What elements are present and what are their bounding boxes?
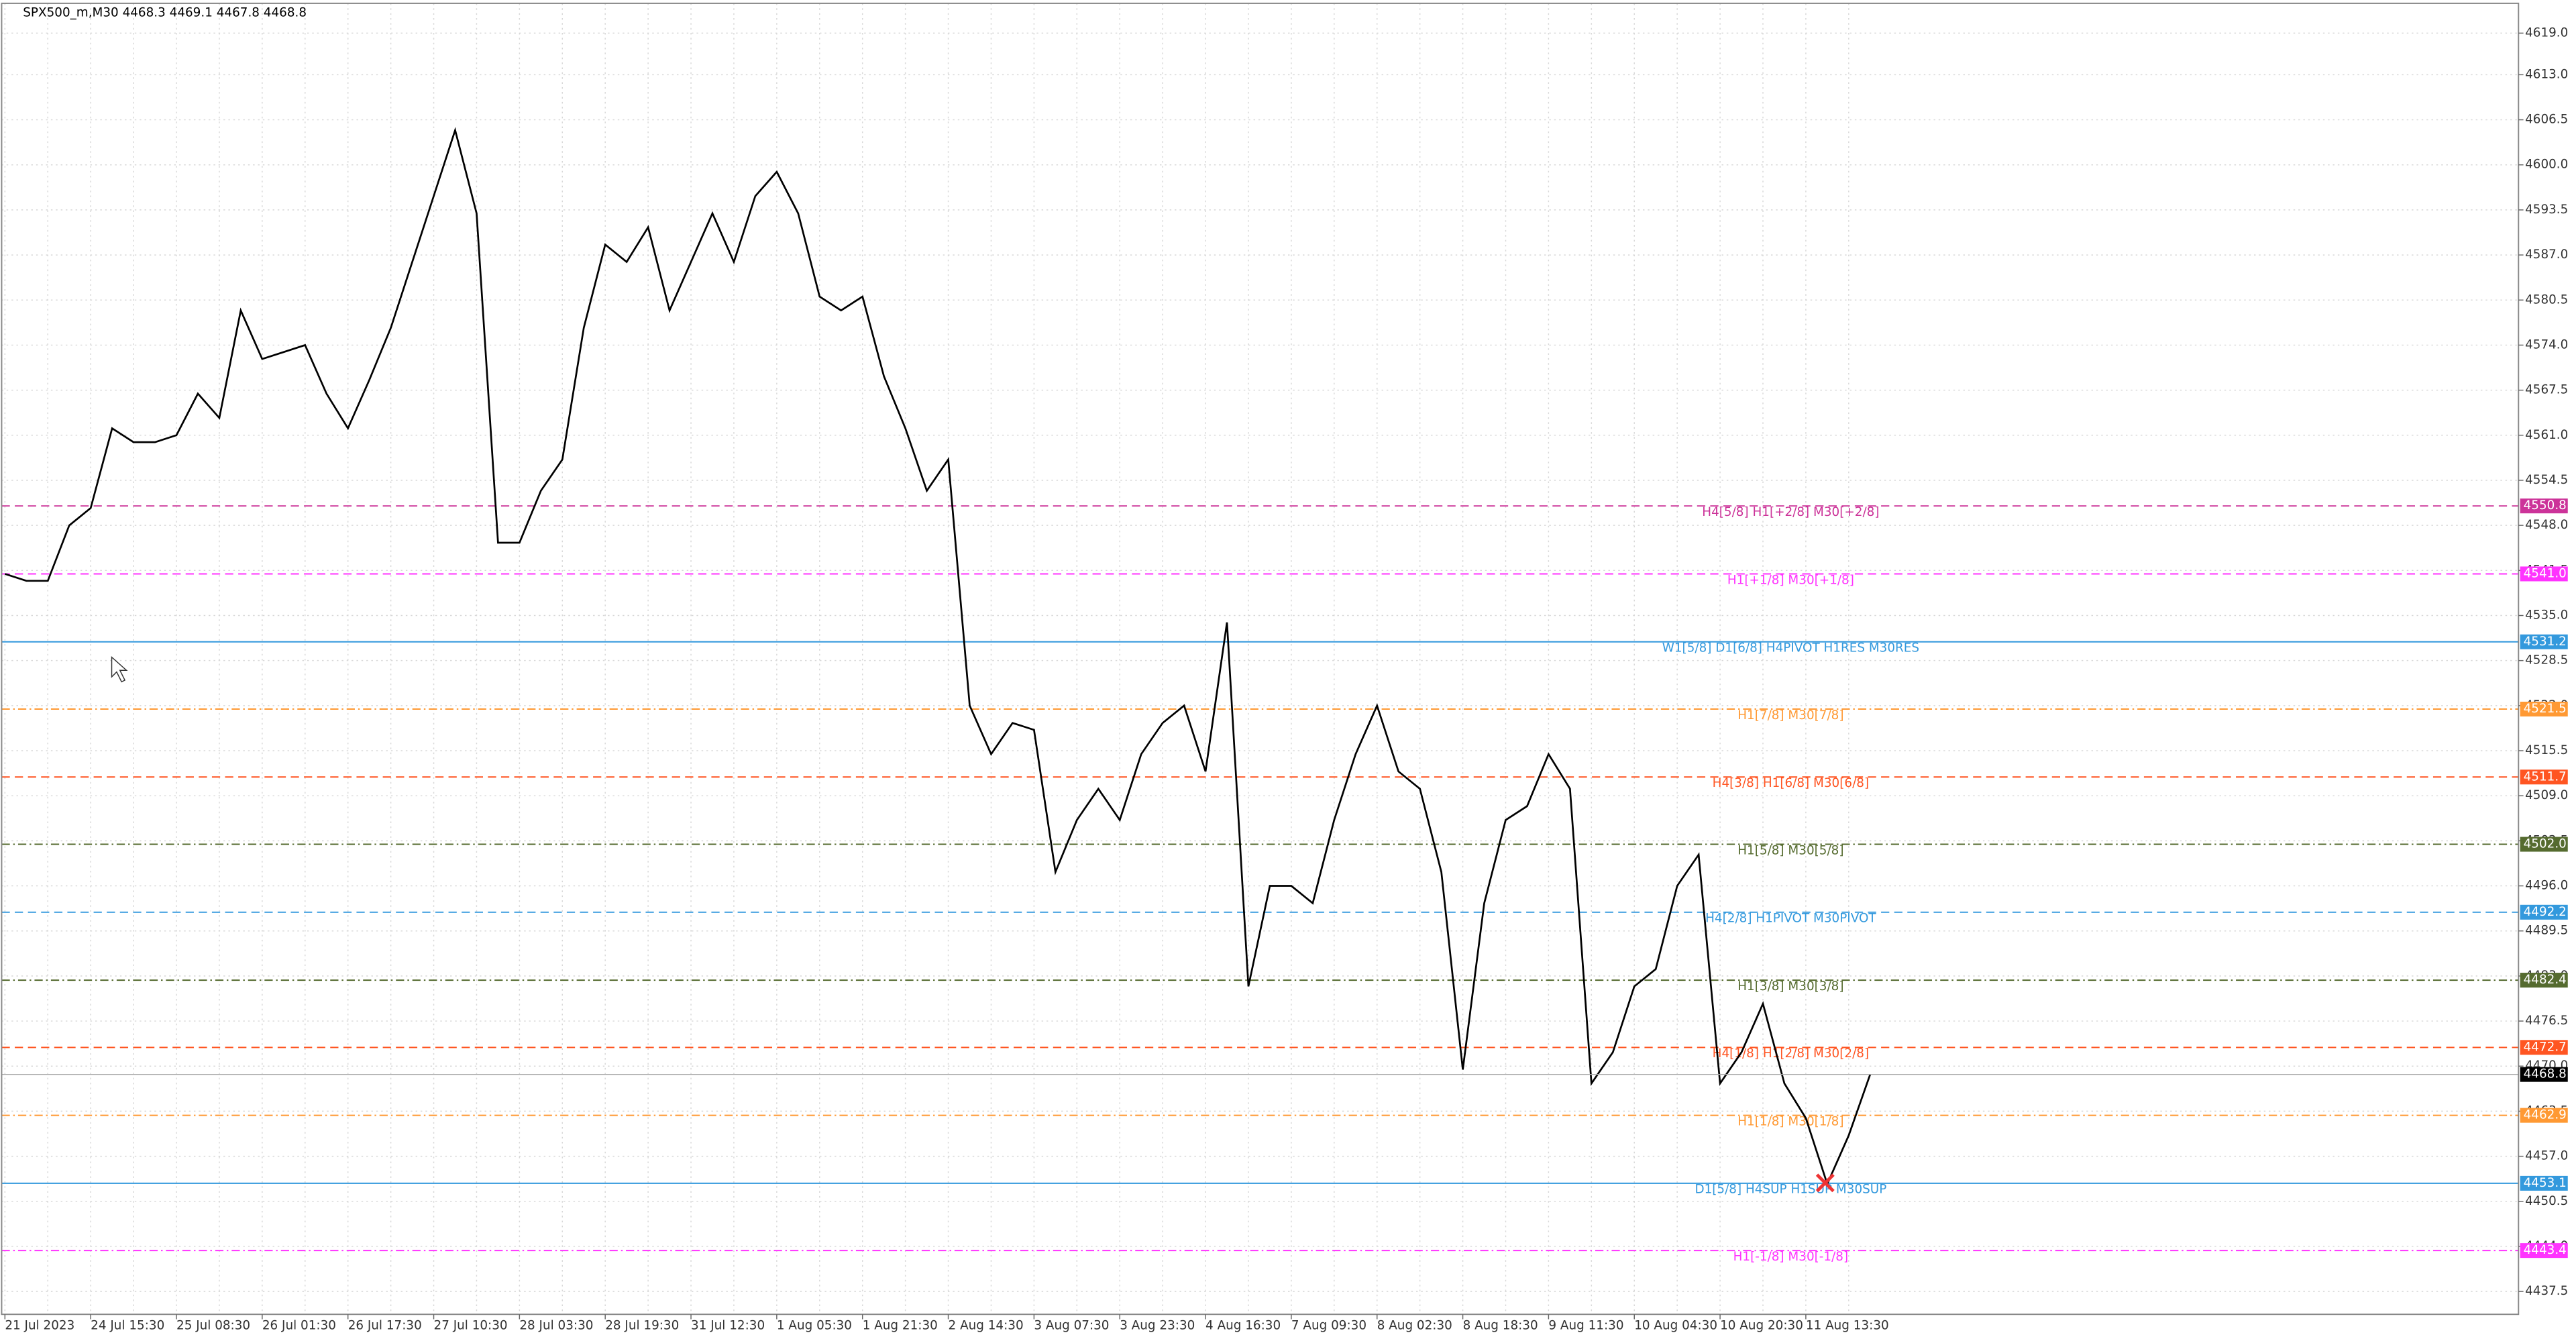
x-tick-label: 26 Jul 17:30 <box>348 1318 422 1332</box>
x-tick-label: 26 Jul 01:30 <box>262 1318 336 1332</box>
y-tick-label: 4574.0 <box>2525 337 2568 352</box>
x-tick-label: 3 Aug 23:30 <box>1120 1318 1195 1332</box>
y-tick-label: 4561.0 <box>2525 428 2568 442</box>
price-tag-label: 4511.7 <box>2524 769 2567 784</box>
price-tag-label: 4472.7 <box>2524 1040 2567 1054</box>
price-tag-label: 4531.2 <box>2524 635 2567 649</box>
price-tag-label: 4492.2 <box>2524 905 2567 919</box>
level-label: W1[5/8] D1[6/8] H4PIVOT H1RES M30RES <box>1662 641 1919 655</box>
price-tag <box>2520 1175 2568 1191</box>
level-label: H1[+1/8] M30[+1/8] <box>1727 573 1854 587</box>
level-label: H1[5/8] M30[5/8] <box>1737 843 1843 857</box>
level-label: D1[5/8] H4SUP H1SUP M30SUP <box>1695 1183 1886 1197</box>
x-tick-label: 8 Aug 02:30 <box>1377 1318 1452 1332</box>
chart-title: SPX500_m,M30 4468.3 4469.1 4467.8 4468.8 <box>23 6 307 20</box>
y-tick-label: 4548.0 <box>2525 518 2568 532</box>
y-tick-label: 4528.5 <box>2525 653 2568 667</box>
x-tick-label: 21 Jul 2023 <box>5 1318 74 1332</box>
x-tick-label: 10 Aug 20:30 <box>1720 1318 1803 1332</box>
x-tick-label: 24 Jul 15:30 <box>91 1318 164 1332</box>
y-tick-label: 4619.0 <box>2525 25 2568 40</box>
x-tick-label: 7 Aug 09:30 <box>1291 1318 1366 1332</box>
price-tag-label: 4462.9 <box>2524 1108 2567 1122</box>
x-tick-label: 9 Aug 11:30 <box>1548 1318 1623 1332</box>
level-label: H1[7/8] M30[7/8] <box>1737 708 1843 722</box>
price-tag <box>2520 566 2568 582</box>
price-tag-label: 4541.0 <box>2524 566 2567 580</box>
y-tick-label: 4554.5 <box>2525 473 2568 487</box>
last-price-tag <box>2520 1067 2568 1082</box>
x-tick-label: 28 Jul 19:30 <box>605 1318 679 1332</box>
x-tick-label: 10 Aug 04:30 <box>1634 1318 1717 1332</box>
x-tick-label: 1 Aug 05:30 <box>777 1318 852 1332</box>
x-tick-label: 3 Aug 07:30 <box>1034 1318 1109 1332</box>
level-label: H4[5/8] H1[+2/8] M30[+2/8] <box>1702 505 1879 519</box>
y-tick-label: 4606.5 <box>2525 113 2568 127</box>
y-tick-label: 4535.0 <box>2525 608 2568 622</box>
y-tick-label: 4476.5 <box>2525 1014 2568 1028</box>
price-tag-label: 4482.4 <box>2524 973 2567 987</box>
last-price-label: 4468.8 <box>2524 1067 2567 1081</box>
level-label: H4[3/8] H1[6/8] M30[6/8] <box>1713 776 1869 790</box>
x-tick-label: 28 Jul 03:30 <box>519 1318 593 1332</box>
marker <box>1815 1173 1835 1193</box>
levels: H4[5/8] H1[+2/8] M30[+2/8] H1[+1/8] M30[+… <box>1 505 2519 1264</box>
x-tick-label: 8 Aug 18:30 <box>1463 1318 1538 1332</box>
price-tag <box>2520 769 2568 785</box>
y-tick-label: 4509.0 <box>2525 788 2568 802</box>
level-label: H1[-1/8] M30[-1/8] <box>1733 1250 1849 1264</box>
x-tick-label: 4 Aug 16:30 <box>1205 1318 1281 1332</box>
price-tag-label: 4453.1 <box>2524 1176 2567 1190</box>
price-tag <box>2520 904 2568 920</box>
plot <box>1 127 2519 1187</box>
y-tick-label: 4437.5 <box>2525 1284 2568 1298</box>
x-tick-label: 1 Aug 21:30 <box>863 1318 938 1332</box>
x-tick-label: 25 Jul 08:30 <box>176 1318 250 1332</box>
level-label: H4[1/8] H1[2/8] M30[2/8] <box>1713 1047 1869 1061</box>
x-tick-label: 27 Jul 10:30 <box>434 1318 508 1332</box>
grid <box>1 3 2519 1315</box>
price-tag <box>2520 1108 2568 1123</box>
y-tick-label: 4567.5 <box>2525 383 2568 397</box>
price-tag-label: 4443.4 <box>2524 1243 2567 1257</box>
level-label: H4[2/8] H1PIVOT M30PIVOT <box>1705 912 1876 926</box>
y-tick-label: 4450.5 <box>2525 1194 2568 1208</box>
level-label: H1[3/8] M30[3/8] <box>1737 979 1843 994</box>
y-tick-label: 4496.0 <box>2525 879 2568 893</box>
cursor <box>111 655 128 683</box>
price-tag-label: 4502.0 <box>2524 837 2567 851</box>
price-tag <box>2520 634 2568 649</box>
plot-frame <box>1 2 2520 1316</box>
price-tag <box>2520 1243 2568 1258</box>
price-tag-label: 4521.5 <box>2524 702 2567 716</box>
y-tick-label: 4489.5 <box>2525 924 2568 938</box>
price-line <box>4 127 1872 1187</box>
y-tick-label: 4613.0 <box>2525 67 2568 81</box>
price-tag <box>2520 973 2568 988</box>
y-tick-label: 4600.0 <box>2525 158 2568 172</box>
price-tag <box>2520 837 2568 852</box>
y-tick-label: 4515.5 <box>2525 743 2568 757</box>
price-tag <box>2520 498 2568 514</box>
y-tick-label: 4593.5 <box>2525 203 2568 217</box>
y-tick-label: 4580.5 <box>2525 292 2568 307</box>
price-tag-label: 4550.8 <box>2524 498 2567 513</box>
level-label: H1[1/8] M30[1/8] <box>1737 1114 1843 1128</box>
x-tick-label: 11 Aug 13:30 <box>1806 1318 1889 1332</box>
x-tick-label: 31 Jul 12:30 <box>691 1318 765 1332</box>
y-tick-label: 4457.0 <box>2525 1149 2568 1163</box>
x-tick-label: 2 Aug 14:30 <box>949 1318 1024 1332</box>
y-tick-label: 4587.0 <box>2525 248 2568 262</box>
price-tag <box>2520 1040 2568 1055</box>
price-tag <box>2520 701 2568 717</box>
